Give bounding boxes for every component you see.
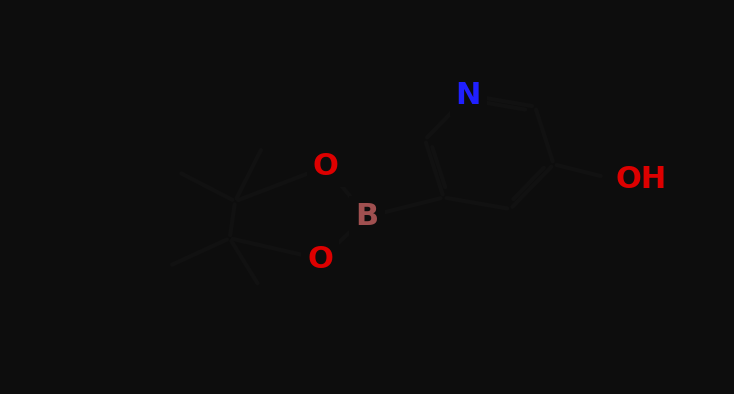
Text: O: O (308, 245, 333, 273)
Text: N: N (456, 80, 481, 110)
Text: O: O (313, 152, 338, 181)
Text: OH: OH (616, 165, 667, 194)
Text: B: B (355, 202, 379, 231)
